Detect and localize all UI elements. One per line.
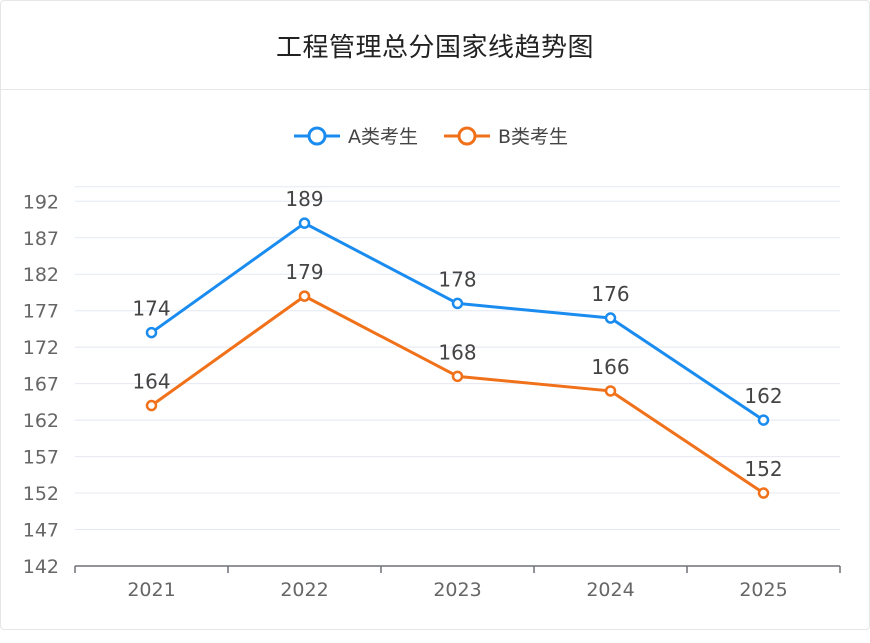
y-tick-label: 162 [23,410,59,432]
data-point[interactable] [298,290,311,302]
data-label: 166 [591,355,629,379]
data-label: 174 [132,297,170,321]
data-label: 164 [132,370,170,394]
chart-card: 工程管理总分国家线趋势图 142 147 152 157 162 167 172 177 182… [0,0,870,630]
legend-label[interactable]: A类考生 [348,126,418,148]
data-point[interactable] [298,217,311,229]
legend-marker-icon[interactable] [457,126,477,146]
x-tick-label: 2023 [433,579,481,601]
line-chart: 142 147 152 157 162 167 172 177 182 187 192 2021 202… [23,126,841,601]
data-label: 179 [285,260,323,284]
series-line-1 [150,221,765,422]
data-label: 176 [591,282,629,306]
page-title: 工程管理总分国家线趋势图 [275,32,594,63]
y-tick-label: 187 [23,228,59,250]
series-line-2 [150,294,765,495]
data-point[interactable] [451,370,464,383]
y-tick-label: 177 [23,301,59,323]
data-point[interactable] [757,414,770,426]
data-label: 168 [438,340,476,364]
y-tick-label: 192 [23,191,59,213]
data-point[interactable] [145,326,158,339]
y-tick-label: 167 [23,374,59,396]
data-label: 152 [744,457,782,481]
legend-label[interactable]: B类考生 [498,126,568,148]
x-tick-label: 2022 [280,579,328,601]
y-tick-label: 142 [23,556,59,578]
legend-marker-icon[interactable] [307,126,327,146]
data-point[interactable] [451,297,464,310]
y-tick-label: 152 [23,483,59,505]
data-label: 162 [744,384,782,408]
data-label: 178 [438,267,476,291]
y-tick-label: 172 [23,337,59,359]
data-point[interactable] [145,399,158,412]
data-label: 189 [285,187,323,211]
y-tick-label: 157 [23,447,59,469]
x-tick-label: 2025 [739,579,787,601]
y-tick-label: 147 [23,520,59,542]
data-point[interactable] [757,487,770,499]
x-tick-label: 2021 [127,579,175,601]
data-point[interactable] [604,385,617,397]
y-tick-label: 182 [23,264,59,286]
card-header: 工程管理总分国家线趋势图 [1,1,869,90]
x-tick-label: 2024 [586,579,634,601]
data-point[interactable] [604,312,617,324]
